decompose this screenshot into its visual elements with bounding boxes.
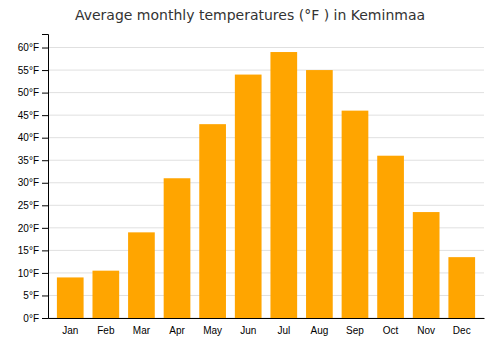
grid-line xyxy=(48,182,484,183)
grid-line xyxy=(48,92,484,93)
x-tick-label: Jan xyxy=(62,325,78,336)
x-tick: May xyxy=(203,325,222,336)
y-tick-label: 30°F xyxy=(18,177,39,188)
x-tick: Feb xyxy=(97,325,115,336)
x-tick-label: May xyxy=(203,325,222,336)
x-tick: Sep xyxy=(346,325,364,336)
x-axis: Jan Feb Mar Apr May Jun Jul Aug Sep Oct Nov Dec xyxy=(49,319,485,337)
x-tick-label: Feb xyxy=(97,325,115,336)
y-tick: 15°F xyxy=(18,245,48,256)
grid xyxy=(48,48,484,318)
y-tick: 25°F xyxy=(18,200,48,211)
y-tick-label: 5°F xyxy=(23,290,39,301)
grid-line xyxy=(48,47,484,48)
x-tick: Oct xyxy=(383,325,399,336)
y-tick-label: 20°F xyxy=(18,223,39,234)
y-tick-mark xyxy=(42,115,48,116)
x-tick: Jul xyxy=(277,325,290,336)
bar xyxy=(199,124,226,318)
y-tick-mark xyxy=(42,295,48,296)
x-tick-label: Nov xyxy=(417,325,435,336)
y-axis: 0°F 5°F 10°F 15°F 20°F 25°F 30°F 35°F 40°F 45°F 50… xyxy=(18,35,49,324)
bars xyxy=(57,52,475,318)
title: Average monthly temperatures (°F ) in Ke… xyxy=(75,7,425,23)
y-tick-label: 55°F xyxy=(18,65,39,76)
y-tick: 10°F xyxy=(18,268,48,279)
y-tick-label: 25°F xyxy=(18,200,39,211)
y-axis-line xyxy=(42,35,49,319)
x-tick: Jun xyxy=(240,325,256,336)
y-tick: 0°F xyxy=(23,313,48,324)
y-tick: 40°F xyxy=(18,132,48,143)
y-tick-mark xyxy=(42,160,48,161)
y-tick: 60°F xyxy=(18,42,48,53)
bar xyxy=(342,111,369,318)
x-axis-line xyxy=(49,318,485,319)
y-tick-mark xyxy=(42,138,48,139)
x-tick-label: Oct xyxy=(383,325,399,336)
x-tick-label: Jul xyxy=(277,325,290,336)
x-tick: Apr xyxy=(169,325,185,336)
y-tick-label: 45°F xyxy=(18,110,39,121)
x-tick-label: Sep xyxy=(346,325,364,336)
x-tick: Aug xyxy=(310,325,328,336)
grid-line xyxy=(48,70,484,71)
grid-line xyxy=(48,137,484,138)
y-tick: 50°F xyxy=(18,87,48,98)
chart: 0°F 5°F 10°F 15°F 20°F 25°F 30°F 35°F 40°F 45°F 50… xyxy=(0,0,500,350)
x-tick-label: Jun xyxy=(240,325,256,336)
bar xyxy=(57,277,84,318)
y-tick-mark xyxy=(42,70,48,71)
bar xyxy=(164,178,191,318)
x-tick-label: Dec xyxy=(453,325,471,336)
y-tick-mark xyxy=(42,183,48,184)
bar xyxy=(128,232,155,318)
y-tick-label: 50°F xyxy=(18,87,39,98)
y-tick-label: 40°F xyxy=(18,132,39,143)
y-tick-mark xyxy=(42,205,48,206)
x-tick: Mar xyxy=(133,325,151,336)
y-tick-mark xyxy=(42,318,48,319)
x-tick-label: Aug xyxy=(310,325,328,336)
grid-line xyxy=(48,205,484,206)
grid-line xyxy=(48,160,484,161)
x-tick: Jan xyxy=(62,325,78,336)
x-tick-label: Apr xyxy=(169,325,185,336)
y-tick: 30°F xyxy=(18,177,48,188)
y-tick-mark xyxy=(42,48,48,49)
grid-line xyxy=(48,115,484,116)
y-tick: 20°F xyxy=(18,223,48,234)
x-tick: Nov xyxy=(417,325,435,336)
y-tick: 5°F xyxy=(23,290,48,301)
bar xyxy=(235,75,262,318)
y-tick-mark xyxy=(42,93,48,94)
bar xyxy=(413,212,440,318)
y-tick-label: 10°F xyxy=(18,268,39,279)
bar xyxy=(377,156,404,318)
y-tick-mark xyxy=(42,250,48,251)
y-tick-label: 60°F xyxy=(18,42,39,53)
y-tick-label: 0°F xyxy=(23,313,39,324)
y-tick: 35°F xyxy=(18,155,48,166)
bar xyxy=(92,271,119,318)
y-tick-mark xyxy=(42,228,48,229)
y-tick-label: 15°F xyxy=(18,245,39,256)
bar xyxy=(306,70,333,318)
y-tick: 45°F xyxy=(18,110,48,121)
y-tick: 55°F xyxy=(18,65,48,76)
plot: 0°F 5°F 10°F 15°F 20°F 25°F 30°F 35°F 40°F 45°F 50… xyxy=(18,35,485,337)
x-tick: Dec xyxy=(453,325,471,336)
y-tick-label: 35°F xyxy=(18,155,39,166)
bar xyxy=(270,52,297,318)
y-tick-mark xyxy=(42,273,48,274)
bar xyxy=(448,257,475,318)
x-tick-label: Mar xyxy=(133,325,151,336)
